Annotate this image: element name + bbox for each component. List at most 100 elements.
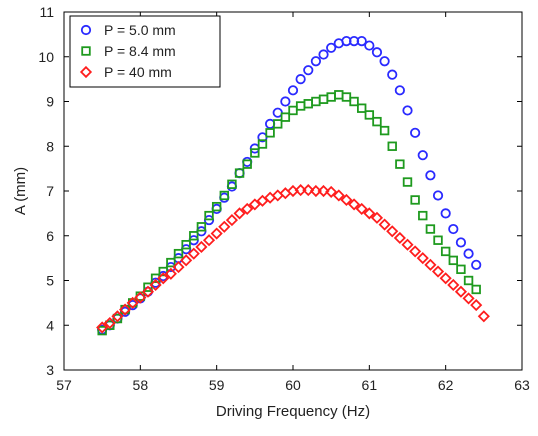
y-tick-label: 7 bbox=[46, 183, 54, 199]
data-point bbox=[417, 150, 428, 161]
y-axis-label: A (mm) bbox=[12, 167, 29, 215]
x-tick-label: 63 bbox=[514, 377, 530, 393]
data-point bbox=[302, 184, 315, 197]
data-point bbox=[440, 246, 451, 257]
data-point bbox=[425, 224, 436, 234]
data-point bbox=[463, 275, 474, 286]
data-point bbox=[326, 42, 337, 53]
y-tick-label: 8 bbox=[46, 138, 54, 154]
data-point bbox=[356, 103, 367, 113]
data-point bbox=[202, 234, 216, 247]
series-3 bbox=[96, 184, 490, 334]
data-point bbox=[387, 69, 398, 80]
data-point bbox=[204, 210, 214, 221]
data-point bbox=[97, 325, 107, 336]
data-point bbox=[462, 292, 475, 305]
data-point bbox=[431, 265, 445, 278]
data-point bbox=[463, 248, 474, 259]
data-point bbox=[187, 247, 200, 260]
data-point bbox=[356, 35, 367, 47]
data-point bbox=[454, 285, 468, 298]
data-point bbox=[242, 159, 252, 169]
data-point bbox=[234, 168, 245, 178]
data-point bbox=[241, 202, 254, 215]
data-point bbox=[173, 248, 184, 259]
x-axis-label: Driving Frequency (Hz) bbox=[216, 403, 370, 420]
data-point bbox=[395, 159, 405, 169]
data-point bbox=[394, 85, 405, 96]
data-point bbox=[455, 237, 467, 248]
data-point bbox=[295, 74, 306, 85]
y-tick-label: 5 bbox=[46, 273, 54, 289]
data-point bbox=[257, 139, 268, 149]
legend-marker bbox=[81, 46, 91, 56]
data-point bbox=[448, 255, 458, 266]
x-tick-label: 58 bbox=[133, 377, 149, 393]
data-point bbox=[425, 170, 436, 181]
data-point bbox=[471, 259, 482, 270]
x-ticks: 57 58 59 60 61 62 63 bbox=[56, 12, 530, 393]
data-point bbox=[386, 225, 399, 238]
data-point bbox=[410, 195, 420, 205]
data-point bbox=[347, 198, 361, 211]
data-point bbox=[310, 56, 321, 67]
data-point bbox=[416, 252, 429, 265]
data-point bbox=[364, 40, 375, 51]
data-point bbox=[181, 239, 191, 250]
data-point bbox=[448, 223, 459, 235]
data-point bbox=[325, 185, 338, 198]
data-point bbox=[317, 184, 330, 198]
data-point bbox=[210, 227, 223, 240]
data-point bbox=[219, 190, 229, 201]
data-point bbox=[280, 96, 291, 107]
data-point bbox=[303, 65, 314, 76]
legend-label: P = 40 mm bbox=[104, 64, 172, 80]
data-point bbox=[447, 278, 460, 292]
data-point bbox=[157, 272, 170, 285]
series-layer bbox=[96, 35, 490, 336]
data-point bbox=[439, 272, 452, 285]
y-ticks: 3 4 5 6 7 8 9 10 11 bbox=[38, 4, 522, 378]
data-point bbox=[172, 261, 185, 274]
data-point bbox=[471, 284, 481, 295]
data-point bbox=[164, 267, 177, 280]
data-point bbox=[196, 222, 207, 232]
data-point bbox=[126, 296, 139, 309]
data-point bbox=[195, 240, 208, 254]
data-point bbox=[340, 193, 353, 207]
data-point bbox=[227, 179, 237, 189]
x-tick-label: 62 bbox=[438, 377, 454, 393]
x-tick-label: 60 bbox=[285, 377, 301, 393]
legend-label: P = 8.4 mm bbox=[104, 43, 176, 59]
data-point bbox=[424, 258, 437, 271]
data-point bbox=[218, 220, 231, 233]
y-tick-label: 4 bbox=[46, 317, 54, 333]
data-point bbox=[166, 257, 176, 268]
data-point bbox=[433, 235, 443, 245]
data-point bbox=[349, 96, 359, 107]
legend-marker bbox=[80, 24, 92, 36]
legend: P = 5.0 mm P = 8.4 mm P = 40 mm bbox=[69, 15, 221, 88]
data-point bbox=[409, 245, 422, 258]
y-tick-label: 11 bbox=[39, 4, 54, 20]
data-point bbox=[149, 278, 162, 292]
data-point bbox=[318, 49, 329, 60]
data-point bbox=[250, 148, 260, 158]
data-point bbox=[355, 202, 368, 215]
data-point bbox=[103, 316, 116, 330]
data-point bbox=[401, 238, 414, 251]
y-tick-label: 3 bbox=[46, 362, 54, 378]
legend-label: P = 5.0 mm bbox=[104, 22, 176, 38]
data-point bbox=[287, 85, 299, 96]
legend-marker bbox=[79, 65, 93, 79]
data-point bbox=[111, 310, 124, 323]
legend-box bbox=[69, 15, 221, 88]
data-point bbox=[410, 127, 421, 138]
data-point bbox=[265, 128, 275, 138]
data-point bbox=[96, 321, 109, 334]
data-point bbox=[225, 214, 239, 227]
data-point bbox=[180, 254, 193, 267]
data-point bbox=[370, 211, 384, 224]
y-tick-label: 6 bbox=[46, 228, 54, 244]
